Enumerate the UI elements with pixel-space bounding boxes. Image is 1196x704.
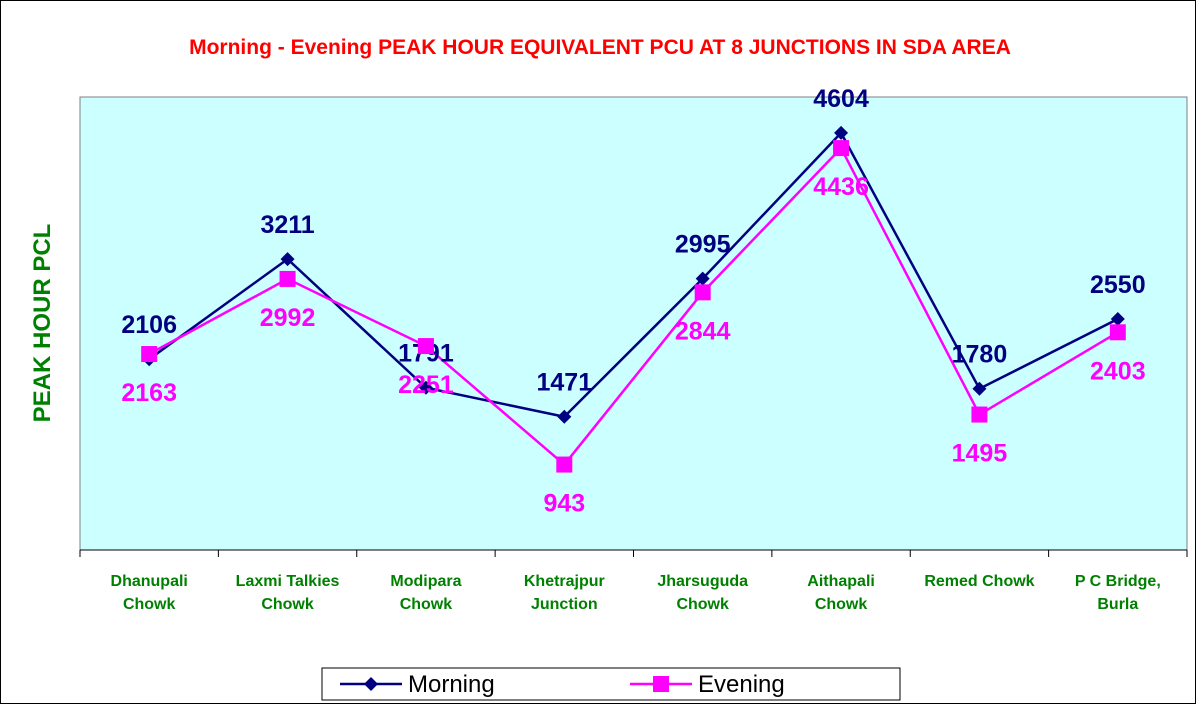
data-label: 2550 (1090, 271, 1146, 299)
data-point (833, 140, 850, 157)
data-point (556, 456, 573, 473)
x-tick-label: Laxmi Talkies Chowk (235, 573, 340, 613)
legend-label: Morning (408, 671, 495, 698)
data-label: 1780 (952, 341, 1008, 369)
data-point (695, 271, 710, 286)
x-tick-label: Remed Chowk (924, 573, 1035, 590)
chart-title: Morning - Evening PEAK HOUR EQUIVALENT P… (189, 36, 1011, 59)
data-point (417, 338, 434, 355)
data-point (971, 406, 988, 423)
x-tick-label: Dhanupali Chowk (110, 573, 188, 613)
data-label: 1471 (537, 369, 593, 397)
y-axis-label: PEAK HOUR PCL (29, 223, 56, 423)
data-label: 2403 (1090, 357, 1146, 385)
data-point (418, 380, 433, 395)
series-line (148, 130, 1119, 419)
series-line (148, 145, 1119, 467)
data-label: 2106 (121, 311, 177, 339)
data-point (1109, 324, 1126, 341)
data-label: 2251 (398, 371, 454, 399)
data-label: 4604 (813, 85, 869, 113)
data-label: 2992 (260, 304, 316, 332)
x-tick-label: P C Bridge, Burla (1074, 573, 1161, 613)
data-label: 2995 (675, 231, 731, 259)
data-label: 1495 (952, 440, 1008, 468)
data-point (280, 252, 295, 267)
x-tick-label: Modipara Chowk (390, 573, 462, 613)
data-point (141, 346, 158, 363)
data-point (1110, 311, 1125, 326)
data-point (279, 270, 296, 287)
data-label: 2844 (675, 317, 731, 345)
legend-box (321, 667, 901, 701)
data-label: 943 (543, 490, 585, 518)
data-point (694, 284, 711, 301)
legend-marker (653, 676, 669, 692)
x-tick-label: Jharsuguda Chowk (657, 573, 749, 613)
data-point (834, 125, 849, 140)
data-label: 4436 (813, 173, 869, 201)
legend-marker (364, 677, 378, 691)
data-point (972, 381, 987, 396)
data-label: 3211 (260, 211, 314, 239)
data-point (557, 409, 572, 424)
plot-area (79, 96, 1188, 551)
x-tick-label: Khetrajpur Junction (523, 573, 605, 613)
data-label: 2163 (121, 379, 177, 407)
legend-label: Evening (698, 671, 785, 698)
x-tick-label: Aithapali Chowk (807, 573, 875, 613)
